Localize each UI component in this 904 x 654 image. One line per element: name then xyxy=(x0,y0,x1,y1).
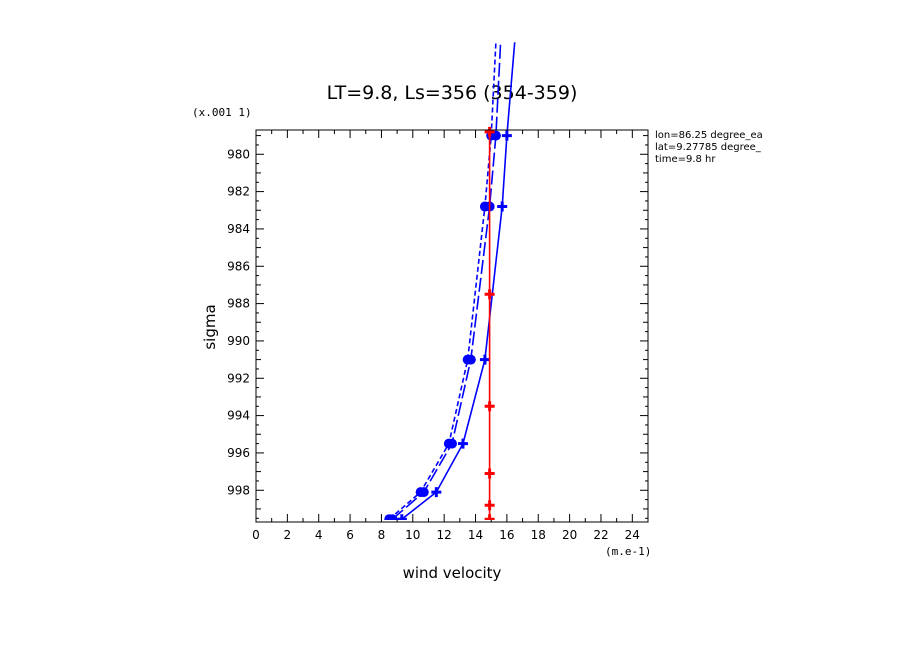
series-2-dot-marker xyxy=(462,354,473,365)
x-tick-label: 18 xyxy=(531,528,546,542)
y-tick-label: 994 xyxy=(227,409,250,423)
x-tick-label: 10 xyxy=(405,528,420,542)
y-axis-label: sigma xyxy=(201,304,219,349)
x-tick-label: 22 xyxy=(593,528,608,542)
y-tick-label: 988 xyxy=(227,297,250,311)
x-tick-label: 12 xyxy=(437,528,452,542)
series-0-plus-marker xyxy=(431,487,442,498)
y-tick-label: 992 xyxy=(227,371,250,385)
series-2-dot-marker xyxy=(384,514,395,520)
series-0-plus-marker xyxy=(501,130,512,141)
y-tick-label: 990 xyxy=(227,334,250,348)
y-axis-ticks: 980 982 984 986 988 990 992 994 996 998 xyxy=(227,135,648,519)
annotation-line: time=9.8 hr xyxy=(655,154,716,165)
x-axis-label: wind velocity xyxy=(403,564,502,582)
series-layer xyxy=(384,42,516,520)
y-tick-label: 998 xyxy=(227,483,250,497)
series-2-dot-marker xyxy=(415,487,426,498)
annotation-line: lon=86.25 degree_ea xyxy=(655,130,763,141)
x-tick-label: 0 xyxy=(252,528,260,542)
series-3-plus-marker xyxy=(484,500,495,511)
annotation-line: lat=9.27785 degree_ xyxy=(655,142,762,153)
x-tick-label: 6 xyxy=(346,528,354,542)
series-3-plus-marker xyxy=(484,126,495,137)
chart-title: LT=9.8, Ls=356 (354-359) xyxy=(327,82,578,104)
x-tick-label: 14 xyxy=(468,528,483,542)
series-3-plus-marker xyxy=(484,289,495,300)
series-3-plus-marker xyxy=(484,401,495,412)
series-2-dot-marker xyxy=(479,201,490,212)
y-scale-note: (x.001 1) xyxy=(192,106,252,119)
x-axis-ticks: 0 2 4 6 8 10 12 14 16 18 20 22 24 xyxy=(252,130,640,542)
y-tick-label: 984 xyxy=(227,222,250,236)
y-tick-label: 980 xyxy=(227,147,250,161)
series-0-plus-marker xyxy=(396,514,407,520)
y-tick-label: 986 xyxy=(227,259,250,273)
series-3-plus-marker xyxy=(484,514,495,520)
y-tick-label: 982 xyxy=(227,185,250,199)
series-0-plus-marker xyxy=(479,354,490,365)
x-tick-label: 16 xyxy=(499,528,514,542)
series-0-plus-marker xyxy=(457,438,468,449)
series-line-0 xyxy=(401,42,516,520)
y-tick-label: 996 xyxy=(227,446,250,460)
plot-frame xyxy=(255,129,649,523)
x-tick-label: 8 xyxy=(378,528,386,542)
x-unit-label: (m.e-1) xyxy=(605,545,651,558)
x-tick-label: 4 xyxy=(315,528,323,542)
series-2-dot-marker xyxy=(443,438,454,449)
series-3-plus-marker xyxy=(484,468,495,479)
x-tick-label: 24 xyxy=(625,528,640,542)
x-tick-label: 2 xyxy=(284,528,292,542)
series-0-plus-marker xyxy=(497,201,508,212)
x-tick-label: 20 xyxy=(562,528,577,542)
